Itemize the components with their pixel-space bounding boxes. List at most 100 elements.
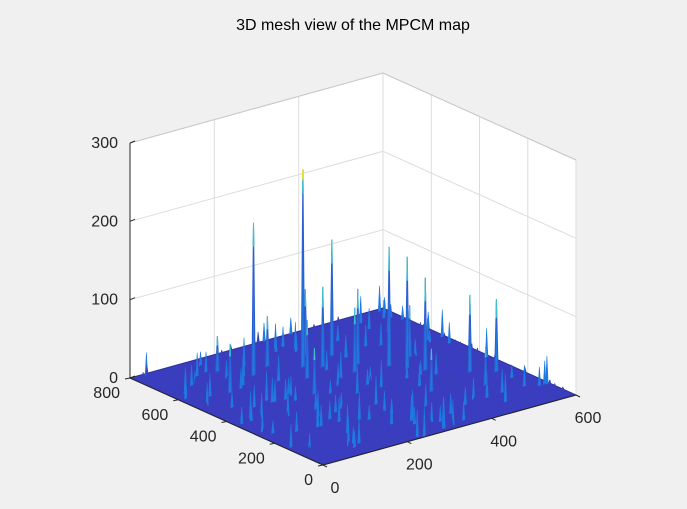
noise-spike bbox=[379, 436, 383, 443]
noise-spike bbox=[336, 363, 340, 386]
noise-spike bbox=[293, 322, 297, 353]
noise-spike bbox=[337, 397, 341, 423]
noise-spike bbox=[336, 324, 340, 342]
noise-spike bbox=[306, 396, 311, 405]
peak-tip bbox=[229, 343, 232, 357]
noise-spike bbox=[462, 401, 466, 421]
noise-spike bbox=[507, 383, 511, 391]
noise-spike bbox=[342, 341, 346, 350]
noise-spike bbox=[417, 364, 422, 387]
noise-spike bbox=[527, 376, 531, 383]
noise-spike bbox=[336, 440, 340, 443]
noise-spike bbox=[317, 348, 321, 356]
noise-spike bbox=[176, 369, 181, 371]
noise-spike bbox=[332, 411, 336, 417]
noise-spike bbox=[344, 341, 348, 359]
peak-tip bbox=[252, 222, 255, 247]
noise-spike bbox=[400, 305, 405, 320]
noise-spike bbox=[340, 329, 344, 331]
noise-spike bbox=[205, 373, 210, 380]
y-tick-label: 0 bbox=[304, 472, 313, 489]
noise-spike bbox=[310, 416, 314, 421]
noise-spike bbox=[301, 450, 306, 457]
noise-spike bbox=[394, 352, 399, 359]
noise-spike bbox=[401, 370, 405, 379]
noise-spike bbox=[325, 350, 329, 371]
peak-mark bbox=[227, 343, 233, 394]
peak-body bbox=[352, 307, 358, 374]
noise-spike bbox=[271, 420, 275, 434]
noise-spike bbox=[172, 392, 177, 396]
noise-spike bbox=[347, 441, 351, 448]
noise-spike bbox=[464, 356, 468, 364]
noise-spike bbox=[338, 390, 342, 398]
noise-spike bbox=[381, 329, 385, 331]
noise-spike bbox=[255, 416, 260, 421]
noise-spike bbox=[264, 427, 268, 433]
noise-spike bbox=[379, 394, 383, 400]
noise-spike bbox=[474, 374, 478, 382]
peak-body bbox=[227, 343, 233, 394]
noise-spike bbox=[389, 400, 394, 425]
noise-spike bbox=[379, 360, 383, 388]
noise-spike bbox=[470, 406, 474, 411]
noise-spike bbox=[412, 352, 417, 358]
peak-tip bbox=[408, 305, 411, 319]
noise-spike bbox=[320, 372, 325, 377]
noise-spike bbox=[340, 432, 345, 439]
noise-spike bbox=[389, 367, 393, 376]
noise-spike bbox=[239, 368, 243, 390]
y-tick-label: 200 bbox=[238, 450, 265, 467]
noise-spike bbox=[222, 415, 227, 420]
noise-spike bbox=[425, 339, 430, 344]
noise-spike bbox=[281, 386, 285, 392]
noise-spike bbox=[379, 323, 383, 346]
peak-tip bbox=[406, 256, 409, 282]
x-tick-label: 600 bbox=[575, 410, 602, 427]
noise-spike bbox=[341, 403, 345, 411]
noise-spike bbox=[399, 330, 403, 337]
peak-mark bbox=[312, 348, 317, 395]
noise-spike bbox=[509, 379, 514, 382]
noise-spike bbox=[430, 402, 434, 423]
noise-spike bbox=[477, 362, 481, 370]
noise-spike bbox=[361, 426, 365, 428]
noise-spike bbox=[385, 397, 390, 408]
noise-spike bbox=[544, 395, 548, 402]
noise-spike bbox=[510, 398, 514, 406]
noise-spike bbox=[392, 401, 397, 405]
noise-spike bbox=[422, 391, 426, 397]
noise-spike bbox=[375, 321, 381, 324]
noise-spike bbox=[517, 377, 522, 382]
noise-spike bbox=[401, 427, 405, 429]
noise-spike bbox=[439, 378, 444, 383]
noise-spike bbox=[508, 381, 512, 383]
noise-spike bbox=[474, 360, 479, 367]
noise-spike bbox=[382, 299, 386, 319]
noise-spike bbox=[386, 372, 391, 375]
noise-spike bbox=[336, 316, 340, 324]
noise-spike bbox=[401, 388, 405, 394]
noise-spike bbox=[180, 382, 184, 388]
noise-spike bbox=[225, 419, 230, 422]
noise-spike bbox=[438, 343, 443, 347]
noise-spike bbox=[442, 398, 446, 429]
noise-spike bbox=[317, 448, 321, 452]
noise-spike bbox=[285, 373, 290, 378]
noise-spike bbox=[245, 352, 250, 358]
noise-spike bbox=[391, 320, 396, 324]
peak-mark bbox=[423, 277, 428, 372]
noise-spike bbox=[537, 366, 541, 387]
noise-spike bbox=[351, 387, 355, 395]
noise-spike bbox=[284, 361, 288, 368]
noise-spike bbox=[542, 383, 546, 389]
noise-spike bbox=[202, 387, 206, 394]
noise-spike bbox=[503, 373, 508, 403]
noise-spike bbox=[359, 296, 363, 324]
noise-spike bbox=[345, 338, 349, 346]
y-tick-label: 600 bbox=[142, 407, 169, 424]
noise-spike bbox=[281, 363, 285, 369]
noise-spike bbox=[249, 389, 254, 393]
noise-spike bbox=[416, 326, 421, 329]
